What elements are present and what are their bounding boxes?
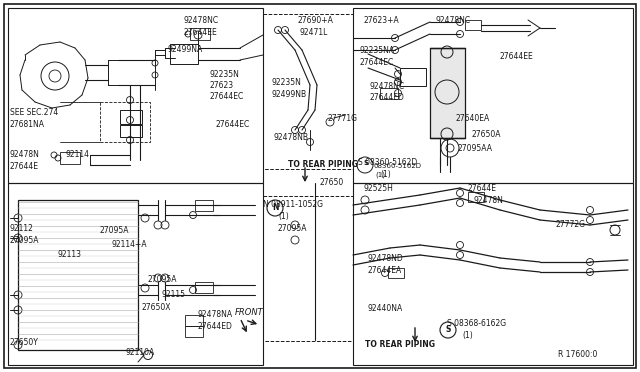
Text: FRONT: FRONT (235, 308, 264, 317)
Text: 27650X: 27650X (142, 303, 172, 312)
Text: 92478N: 92478N (10, 150, 40, 159)
Text: 92235N: 92235N (272, 78, 302, 87)
Text: 27644EC: 27644EC (215, 120, 249, 129)
Text: 92499NA: 92499NA (168, 45, 204, 54)
Text: S: S (363, 160, 368, 166)
Text: 27681NA: 27681NA (10, 120, 45, 129)
Text: N 08911-1052G: N 08911-1052G (263, 200, 323, 209)
Text: 27644EC: 27644EC (209, 92, 243, 101)
Text: 92114: 92114 (65, 150, 89, 159)
Bar (263, 14, 353, 169)
Text: N: N (272, 203, 278, 212)
Text: 27644EA: 27644EA (368, 266, 403, 275)
Bar (8, 8, 263, 183)
Text: 92235N: 92235N (209, 70, 239, 79)
Text: S: S (445, 325, 451, 334)
Bar (430, 48, 465, 138)
Text: 27690+A: 27690+A (297, 16, 333, 25)
Text: TO REAR PIPING: TO REAR PIPING (365, 340, 435, 349)
Text: 27644EE: 27644EE (183, 28, 217, 37)
Bar (400, 68, 426, 86)
Bar (263, 196, 353, 341)
Text: 92499NB: 92499NB (272, 90, 307, 99)
Text: 92478NB: 92478NB (274, 133, 309, 142)
Text: 92478NC: 92478NC (183, 16, 218, 25)
Text: 27095A: 27095A (100, 226, 129, 235)
Text: 92110A: 92110A (125, 348, 154, 357)
Text: (1): (1) (462, 331, 473, 340)
Text: 27644E: 27644E (468, 184, 497, 193)
Text: 27644ED: 27644ED (198, 322, 233, 331)
Text: 27644EC: 27644EC (360, 58, 394, 67)
Text: SEE SEC.274: SEE SEC.274 (10, 108, 58, 117)
Bar (195, 200, 213, 211)
Text: 92478NC: 92478NC (370, 82, 405, 91)
Bar (18, 200, 138, 350)
Bar (8, 183, 263, 365)
Bar (380, 88, 398, 99)
Text: 92478NC: 92478NC (435, 16, 470, 25)
Text: 92478N: 92478N (474, 196, 504, 205)
Text: 92471L: 92471L (300, 28, 328, 37)
Bar (120, 110, 142, 124)
Bar (353, 8, 633, 183)
Text: 27095A: 27095A (10, 236, 40, 245)
Text: 92525H: 92525H (363, 184, 393, 193)
Bar (468, 192, 484, 202)
Text: 92113: 92113 (58, 250, 82, 259)
Text: 08360-5162D: 08360-5162D (374, 163, 422, 169)
Text: 92440NA: 92440NA (368, 304, 403, 313)
Text: 27095A: 27095A (148, 275, 177, 284)
Text: 27640EA: 27640EA (455, 114, 489, 123)
Bar (185, 326, 203, 337)
Text: 27644ED: 27644ED (370, 93, 405, 102)
Text: 92478ND: 92478ND (368, 254, 404, 263)
Text: 27650Y: 27650Y (10, 338, 39, 347)
Bar (353, 183, 633, 365)
Text: 27095A: 27095A (278, 224, 307, 233)
Text: 27644EE: 27644EE (500, 52, 534, 61)
Text: 92235NA: 92235NA (360, 46, 395, 55)
Bar (120, 125, 142, 137)
Text: 27623: 27623 (209, 81, 233, 90)
Text: 27095AA: 27095AA (458, 144, 493, 153)
Bar (195, 282, 213, 293)
Bar (465, 20, 481, 30)
Text: 92115: 92115 (162, 290, 186, 299)
Text: 27623+A: 27623+A (363, 16, 399, 25)
Text: 27644E: 27644E (10, 162, 39, 171)
Bar (185, 315, 203, 326)
Text: (1): (1) (278, 212, 289, 221)
Text: 92478NA: 92478NA (198, 310, 233, 319)
Text: 27650: 27650 (320, 178, 344, 187)
Text: S 08368-6162G: S 08368-6162G (447, 319, 506, 328)
Bar (190, 28, 210, 40)
Bar (388, 268, 404, 278)
Text: 92112: 92112 (10, 224, 34, 233)
Bar (170, 44, 198, 64)
Text: (1): (1) (375, 172, 385, 179)
Text: 92114+A: 92114+A (112, 240, 148, 249)
Bar (100, 102, 150, 142)
Text: 27771G: 27771G (328, 114, 358, 123)
Text: S 08360-5162D: S 08360-5162D (358, 158, 417, 167)
Text: TO REAR PIPING: TO REAR PIPING (288, 160, 358, 169)
Bar (60, 152, 80, 164)
Text: (1): (1) (380, 170, 391, 179)
Text: 27650A: 27650A (472, 130, 502, 139)
Text: R 17600:0: R 17600:0 (558, 350, 597, 359)
Text: 27772G: 27772G (555, 220, 585, 229)
